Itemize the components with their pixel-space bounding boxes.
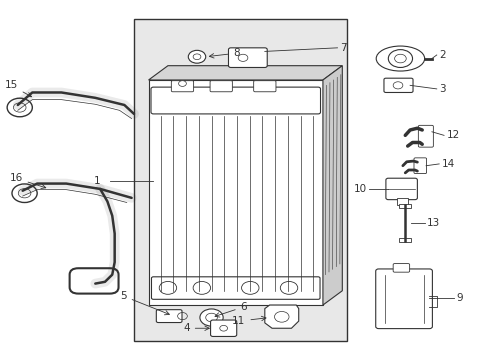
Text: 8: 8 (209, 48, 240, 58)
Circle shape (188, 50, 205, 63)
FancyBboxPatch shape (210, 320, 236, 337)
Text: 16: 16 (9, 173, 46, 189)
FancyBboxPatch shape (392, 264, 409, 272)
Text: 6: 6 (215, 302, 247, 317)
FancyBboxPatch shape (375, 269, 431, 329)
Circle shape (241, 282, 259, 294)
Text: 1: 1 (93, 176, 100, 186)
Circle shape (12, 184, 37, 203)
Polygon shape (148, 80, 322, 305)
FancyBboxPatch shape (151, 277, 319, 299)
FancyBboxPatch shape (399, 238, 410, 242)
Text: 3: 3 (438, 84, 445, 94)
Circle shape (7, 98, 32, 117)
Text: 15: 15 (4, 80, 31, 97)
Circle shape (200, 309, 223, 326)
FancyBboxPatch shape (156, 310, 182, 323)
Text: 14: 14 (441, 159, 454, 169)
FancyBboxPatch shape (69, 268, 118, 294)
Polygon shape (148, 66, 342, 80)
Text: 9: 9 (455, 293, 462, 303)
FancyBboxPatch shape (383, 78, 412, 93)
Text: 4: 4 (183, 323, 209, 333)
Circle shape (193, 282, 210, 294)
Text: 12: 12 (446, 130, 459, 140)
Polygon shape (322, 66, 342, 305)
Text: 5: 5 (120, 291, 169, 315)
FancyBboxPatch shape (418, 125, 432, 147)
Ellipse shape (375, 46, 424, 71)
Polygon shape (264, 305, 298, 328)
Text: 13: 13 (426, 218, 439, 228)
FancyBboxPatch shape (210, 81, 232, 92)
Circle shape (178, 81, 186, 86)
Text: 2: 2 (438, 50, 445, 60)
FancyBboxPatch shape (228, 48, 266, 67)
Text: 10: 10 (353, 184, 366, 194)
FancyBboxPatch shape (151, 87, 320, 114)
FancyBboxPatch shape (253, 81, 275, 92)
Text: 11: 11 (232, 316, 265, 326)
Circle shape (159, 282, 176, 294)
Circle shape (280, 282, 297, 294)
FancyBboxPatch shape (399, 203, 410, 208)
FancyBboxPatch shape (134, 19, 346, 341)
FancyBboxPatch shape (413, 158, 426, 174)
FancyBboxPatch shape (171, 81, 193, 92)
Text: 7: 7 (339, 43, 346, 53)
Circle shape (387, 50, 412, 67)
FancyBboxPatch shape (385, 178, 417, 200)
FancyBboxPatch shape (396, 198, 407, 205)
